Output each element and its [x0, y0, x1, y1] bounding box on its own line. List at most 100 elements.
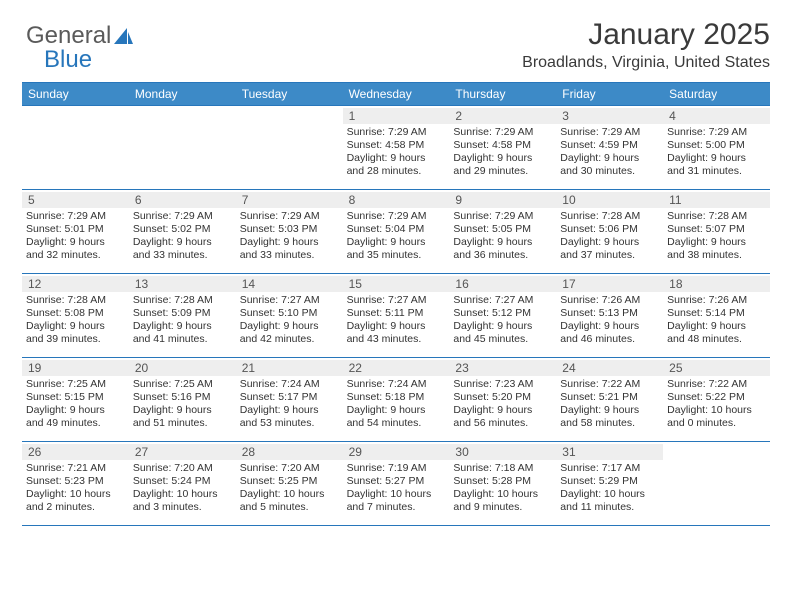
calendar-day-cell: 7 Sunrise: 7:29 AMSunset: 5:03 PMDaylight… — [236, 190, 343, 274]
day-number: 18 — [663, 276, 770, 292]
calendar-day-cell: 6 Sunrise: 7:29 AMSunset: 5:02 PMDaylight… — [129, 190, 236, 274]
weekday-header: Wednesday — [343, 83, 450, 106]
day-number: 24 — [556, 360, 663, 376]
calendar-day-cell: 27 Sunrise: 7:20 AMSunset: 5:24 PMDayligh… — [129, 442, 236, 526]
day-number: 9 — [449, 192, 556, 208]
day-number: 11 — [663, 192, 770, 208]
weekday-header: Thursday — [449, 83, 556, 106]
sun-info: Sunrise: 7:29 AMSunset: 5:02 PMDaylight:… — [133, 210, 232, 263]
day-number: 6 — [129, 192, 236, 208]
calendar-day-cell: 13Sunrise: 7:28 AMSunset: 5:09 PMDayligh… — [129, 274, 236, 358]
sun-info: Sunrise: 7:29 AMSunset: 4:59 PMDaylight:… — [560, 126, 659, 179]
day-number: 28 — [236, 444, 343, 460]
calendar-day-cell: 3 Sunrise: 7:29 AMSunset: 4:59 PMDaylight… — [556, 106, 663, 190]
day-number: 2 — [449, 108, 556, 124]
calendar-day-cell: 28 Sunrise: 7:20 AMSunset: 5:25 PMDayligh… — [236, 442, 343, 526]
sun-info: Sunrise: 7:24 AMSunset: 5:17 PMDaylight:… — [240, 378, 339, 431]
calendar-day-cell: 29 Sunrise: 7:19 AMSunset: 5:27 PMDayligh… — [343, 442, 450, 526]
calendar-day-cell: 25 Sunrise: 7:22 AMSunset: 5:22 PMDayligh… — [663, 358, 770, 442]
weekday-header: Monday — [129, 83, 236, 106]
sun-info: Sunrise: 7:28 AMSunset: 5:06 PMDaylight:… — [560, 210, 659, 263]
sun-info: Sunrise: 7:29 AMSunset: 5:04 PMDaylight:… — [347, 210, 446, 263]
calendar-day-cell: 22 Sunrise: 7:24 AMSunset: 5:18 PMDayligh… — [343, 358, 450, 442]
calendar-day-cell: 2 Sunrise: 7:29 AMSunset: 4:58 PMDaylight… — [449, 106, 556, 190]
sail-icon — [113, 26, 135, 46]
weekday-header: Saturday — [663, 83, 770, 106]
calendar-blank-cell — [129, 106, 236, 190]
sun-info: Sunrise: 7:22 AMSunset: 5:22 PMDaylight:… — [667, 378, 766, 431]
calendar-day-cell: 9 Sunrise: 7:29 AMSunset: 5:05 PMDaylight… — [449, 190, 556, 274]
sun-info: Sunrise: 7:29 AMSunset: 5:01 PMDaylight:… — [26, 210, 125, 263]
day-number: 29 — [343, 444, 450, 460]
day-number: 5 — [22, 192, 129, 208]
calendar-day-cell: 24 Sunrise: 7:22 AMSunset: 5:21 PMDayligh… — [556, 358, 663, 442]
day-number: 23 — [449, 360, 556, 376]
sun-info: Sunrise: 7:29 AMSunset: 4:58 PMDaylight:… — [453, 126, 552, 179]
day-number: 31 — [556, 444, 663, 460]
sun-info: Sunrise: 7:27 AMSunset: 5:12 PMDaylight:… — [453, 294, 552, 347]
calendar-day-cell: 8 Sunrise: 7:29 AMSunset: 5:04 PMDaylight… — [343, 190, 450, 274]
calendar-day-cell: 21 Sunrise: 7:24 AMSunset: 5:17 PMDayligh… — [236, 358, 343, 442]
day-number: 17 — [556, 276, 663, 292]
sun-info: Sunrise: 7:20 AMSunset: 5:24 PMDaylight:… — [133, 462, 232, 515]
day-number: 4 — [663, 108, 770, 124]
sun-info: Sunrise: 7:24 AMSunset: 5:18 PMDaylight:… — [347, 378, 446, 431]
sun-info: Sunrise: 7:27 AMSunset: 5:10 PMDaylight:… — [240, 294, 339, 347]
calendar-day-cell: 16Sunrise: 7:27 AMSunset: 5:12 PMDayligh… — [449, 274, 556, 358]
day-number: 13 — [129, 276, 236, 292]
sun-info: Sunrise: 7:19 AMSunset: 5:27 PMDaylight:… — [347, 462, 446, 515]
calendar-day-cell: 11 Sunrise: 7:28 AMSunset: 5:07 PMDayligh… — [663, 190, 770, 274]
sun-info: Sunrise: 7:28 AMSunset: 5:07 PMDaylight:… — [667, 210, 766, 263]
calendar-blank-cell — [663, 442, 770, 526]
day-number: 22 — [343, 360, 450, 376]
sun-info: Sunrise: 7:29 AMSunset: 5:05 PMDaylight:… — [453, 210, 552, 263]
calendar-blank-cell — [236, 106, 343, 190]
day-number: 12 — [22, 276, 129, 292]
calendar-grid: SundayMondayTuesdayWednesdayThursdayFrid… — [22, 82, 770, 526]
calendar-day-cell: 19 Sunrise: 7:25 AMSunset: 5:15 PMDayligh… — [22, 358, 129, 442]
sun-info: Sunrise: 7:29 AMSunset: 5:00 PMDaylight:… — [667, 126, 766, 179]
sun-info: Sunrise: 7:29 AMSunset: 4:58 PMDaylight:… — [347, 126, 446, 179]
sun-info: Sunrise: 7:18 AMSunset: 5:28 PMDaylight:… — [453, 462, 552, 515]
calendar-day-cell: 17 Sunrise: 7:26 AMSunset: 5:13 PMDayligh… — [556, 274, 663, 358]
sun-info: Sunrise: 7:25 AMSunset: 5:16 PMDaylight:… — [133, 378, 232, 431]
calendar-day-cell: 5 Sunrise: 7:29 AMSunset: 5:01 PMDaylight… — [22, 190, 129, 274]
day-number: 25 — [663, 360, 770, 376]
day-number: 27 — [129, 444, 236, 460]
day-number: 8 — [343, 192, 450, 208]
weekday-header: Tuesday — [236, 83, 343, 106]
sun-info: Sunrise: 7:27 AMSunset: 5:11 PMDaylight:… — [347, 294, 446, 347]
day-number: 19 — [22, 360, 129, 376]
sun-info: Sunrise: 7:20 AMSunset: 5:25 PMDaylight:… — [240, 462, 339, 515]
calendar-day-cell: 15 Sunrise: 7:27 AMSunset: 5:11 PMDayligh… — [343, 274, 450, 358]
sun-info: Sunrise: 7:21 AMSunset: 5:23 PMDaylight:… — [26, 462, 125, 515]
day-number: 26 — [22, 444, 129, 460]
day-number: 7 — [236, 192, 343, 208]
sun-info: Sunrise: 7:23 AMSunset: 5:20 PMDaylight:… — [453, 378, 552, 431]
sun-info: Sunrise: 7:17 AMSunset: 5:29 PMDaylight:… — [560, 462, 659, 515]
sun-info: Sunrise: 7:25 AMSunset: 5:15 PMDaylight:… — [26, 378, 125, 431]
sun-info: Sunrise: 7:26 AMSunset: 5:14 PMDaylight:… — [667, 294, 766, 347]
calendar-day-cell: 18 Sunrise: 7:26 AMSunset: 5:14 PMDayligh… — [663, 274, 770, 358]
weekday-header: Sunday — [22, 83, 129, 106]
sun-info: Sunrise: 7:26 AMSunset: 5:13 PMDaylight:… — [560, 294, 659, 347]
day-number: 3 — [556, 108, 663, 124]
day-number: 15 — [343, 276, 450, 292]
day-number: 10 — [556, 192, 663, 208]
calendar-day-cell: 26 Sunrise: 7:21 AMSunset: 5:23 PMDayligh… — [22, 442, 129, 526]
sun-info: Sunrise: 7:22 AMSunset: 5:21 PMDaylight:… — [560, 378, 659, 431]
weekday-header: Friday — [556, 83, 663, 106]
day-number: 20 — [129, 360, 236, 376]
day-number: 21 — [236, 360, 343, 376]
calendar-day-cell: 20 Sunrise: 7:25 AMSunset: 5:16 PMDayligh… — [129, 358, 236, 442]
calendar-day-cell: 1 Sunrise: 7:29 AMSunset: 4:58 PMDaylight… — [343, 106, 450, 190]
sun-info: Sunrise: 7:29 AMSunset: 5:03 PMDaylight:… — [240, 210, 339, 263]
calendar-day-cell: 14 Sunrise: 7:27 AMSunset: 5:10 PMDayligh… — [236, 274, 343, 358]
day-number: 30 — [449, 444, 556, 460]
brand-part2: Blue — [44, 46, 92, 74]
sun-info: Sunrise: 7:28 AMSunset: 5:08 PMDaylight:… — [26, 294, 125, 347]
day-number: 1 — [343, 108, 450, 124]
day-number: 14 — [236, 276, 343, 292]
calendar-day-cell: 30 Sunrise: 7:18 AMSunset: 5:28 PMDayligh… — [449, 442, 556, 526]
calendar-day-cell: 10 Sunrise: 7:28 AMSunset: 5:06 PMDayligh… — [556, 190, 663, 274]
